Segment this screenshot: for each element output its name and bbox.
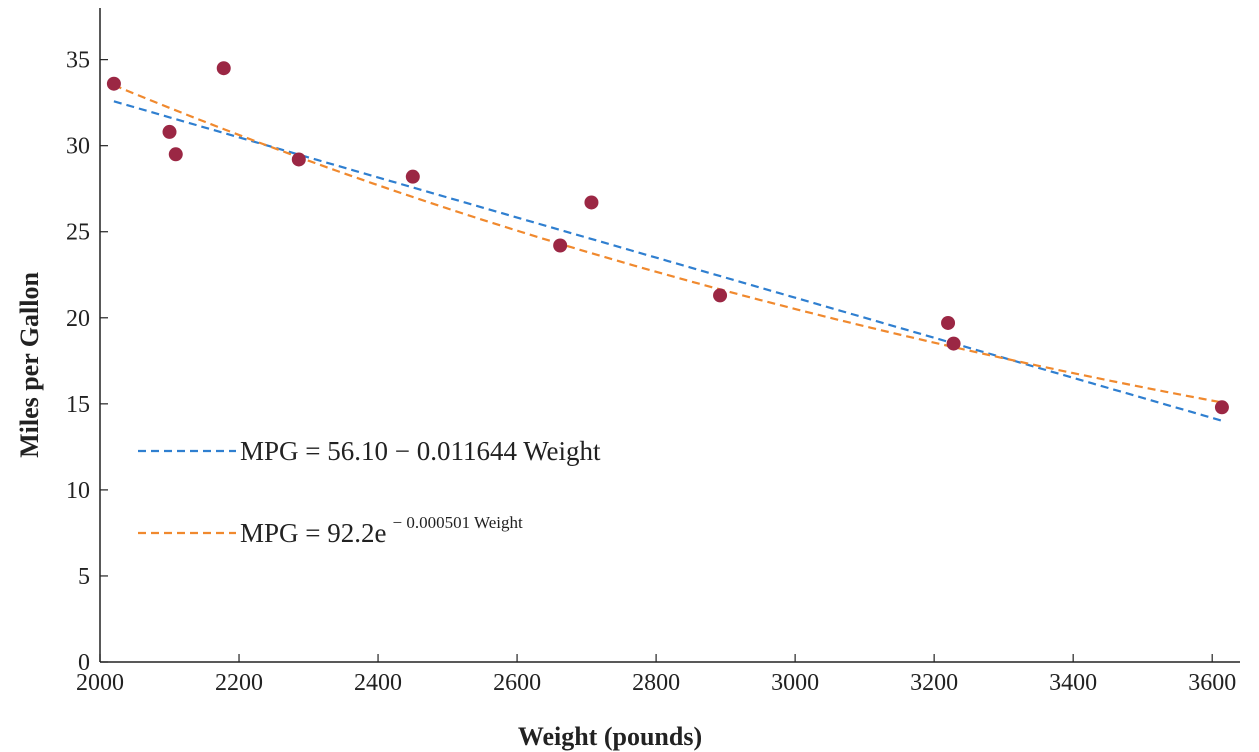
fit-lines <box>113 84 1223 422</box>
x-tick-label: 3600 <box>1188 670 1236 696</box>
data-point <box>162 124 177 139</box>
x-tick-label: 2800 <box>632 670 680 696</box>
data-point <box>405 169 420 184</box>
y-tick-label: 10 <box>66 478 90 504</box>
data-point <box>291 152 306 167</box>
axes: 2000 2200 2400 2600 2800 3000 3200 3400 3600 0 5 10… <box>66 8 1240 696</box>
y-tick-label: 30 <box>66 134 90 160</box>
x-tick-label: 3000 <box>771 670 819 696</box>
data-point <box>584 195 599 210</box>
y-tick-label: 15 <box>66 392 90 418</box>
data-point <box>106 76 121 91</box>
data-point <box>216 61 231 76</box>
data-point <box>1214 400 1229 415</box>
y-tick-label: 25 <box>66 220 90 246</box>
y-tick-label: 0 <box>78 650 90 676</box>
x-tick-label: 2000 <box>76 670 124 696</box>
data-points <box>106 61 1229 415</box>
y-tick-label: 20 <box>66 306 90 332</box>
exponential-fit-line <box>113 84 1223 404</box>
data-point <box>941 315 956 330</box>
x-axis-title: Weight (pounds) <box>518 722 702 751</box>
y-tick-label: 35 <box>66 48 90 74</box>
x-tick-label: 2600 <box>493 670 541 696</box>
data-point <box>946 336 961 351</box>
linear-fit-line <box>113 100 1223 422</box>
data-point <box>553 238 568 253</box>
y-axis-title: Miles per Gallon <box>15 272 44 458</box>
legend-label-exponential-base: MPG = 92.2e <box>240 518 386 548</box>
x-tick-label: 3200 <box>910 670 958 696</box>
x-tick-label: 2400 <box>354 670 402 696</box>
legend-label-exponential: MPG = 92.2e − 0.000501 Weight <box>240 513 523 548</box>
data-point <box>168 147 183 162</box>
x-tick-label: 2200 <box>215 670 263 696</box>
data-point <box>713 288 728 303</box>
legend-label-exponential-exponent: − 0.000501 Weight <box>392 513 522 532</box>
y-tick-label: 5 <box>78 564 90 590</box>
x-tick-label: 3400 <box>1049 670 1097 696</box>
legend: MPG = 56.10 − 0.011644 Weight MPG = 92.2… <box>138 436 601 548</box>
legend-label-linear: MPG = 56.10 − 0.011644 Weight <box>240 436 601 466</box>
